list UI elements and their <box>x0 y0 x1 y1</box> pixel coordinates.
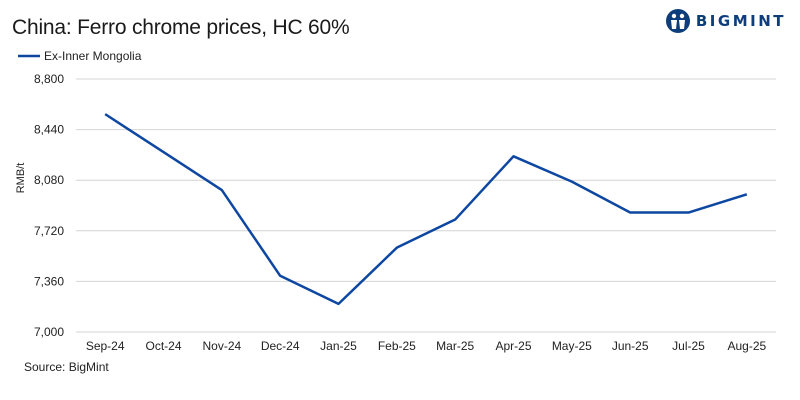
brand-name: BIGMINT <box>695 12 786 30</box>
x-tick-label: May-25 <box>552 339 592 353</box>
x-tick-label: Nov-24 <box>202 339 241 353</box>
x-tick-label: Jan-25 <box>320 339 357 353</box>
chart-title: China: Ferro chrome prices, HC 60% <box>12 16 350 39</box>
legend: Ex-Inner Mongolia <box>18 49 142 63</box>
y-tick-label: 8,080 <box>34 173 64 187</box>
legend-label: Ex-Inner Mongolia <box>44 49 142 63</box>
y-tick-label: 8,440 <box>34 123 64 137</box>
x-tick-label: Sep-24 <box>86 339 125 353</box>
y-tick-label: 7,720 <box>34 224 64 238</box>
x-axis-ticks: Sep-24 Oct-24 Nov-24 Dec-24 Jan-25 Feb-25 Mar-… <box>86 339 767 353</box>
x-tick-label: Mar-25 <box>436 339 474 353</box>
y-axis-ticks: 7,000 7,360 7,720 8,080 8,440 8,800 <box>34 72 64 339</box>
bigmint-logo-icon <box>665 9 690 33</box>
line-chart: 7,000 7,360 7,720 8,080 8,440 8,800 Sep-24 Oct… <box>15 49 776 353</box>
y-tick-label: 8,800 <box>34 72 64 86</box>
x-tick-label: Feb-25 <box>378 339 416 353</box>
brand-logo: BIGMINT <box>665 8 786 34</box>
y-tick-label: 7,000 <box>34 325 64 339</box>
x-tick-label: Jun-25 <box>612 339 649 353</box>
x-tick-label: Apr-25 <box>495 339 531 353</box>
y-tick-label: 7,360 <box>34 274 64 288</box>
series-line <box>104 113 748 306</box>
source-note: Source: BigMint <box>24 360 109 374</box>
x-tick-label: Dec-24 <box>261 339 300 353</box>
x-tick-label: Oct-24 <box>145 339 181 353</box>
x-tick-label: Jul-25 <box>672 339 705 353</box>
y-axis-label: RMB/t <box>15 163 27 194</box>
series-group <box>104 113 748 306</box>
gridlines <box>76 78 776 333</box>
x-tick-label: Aug-25 <box>727 339 766 353</box>
